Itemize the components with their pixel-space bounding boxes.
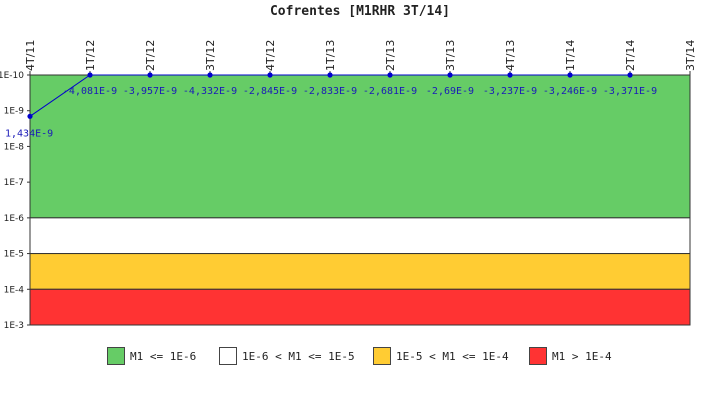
x-tick-label: 3T/14	[684, 40, 697, 71]
data-label: -4,081E-9	[63, 86, 117, 97]
data-point	[27, 113, 33, 119]
x-tick-label: 3T/13	[444, 40, 457, 71]
legend-label: M1 <= 1E-6	[130, 349, 197, 363]
data-point	[207, 72, 213, 78]
data-series	[27, 72, 633, 119]
band-0	[29, 74, 691, 219]
x-tick-label: 4T/13	[504, 40, 517, 71]
x-tick-label: 3T/12	[204, 40, 217, 71]
data-label: -2,845E-9	[243, 86, 297, 97]
data-label: 1,434E-9	[5, 128, 53, 139]
x-tick-label: 2T/14	[624, 40, 637, 71]
y-tick-label: 1E-4	[4, 285, 25, 295]
y-tick-label: 1E-5	[4, 250, 24, 260]
data-label: -2,681E-9	[363, 86, 417, 97]
legend-swatch	[107, 347, 125, 365]
data-point	[87, 72, 93, 78]
risk-bands	[29, 74, 691, 326]
legend-item: 1E-5 < M1 <= 1E-4	[373, 345, 509, 367]
x-tick-label: 2T/13	[384, 40, 397, 71]
data-label: -2,69E-9	[426, 86, 474, 97]
band-2	[29, 253, 691, 290]
data-label: -3,246E-9	[543, 86, 597, 97]
data-labels: 1,434E-9 -4,081E-9 -3,957E-9 -4,332E-9 -2,84…	[5, 86, 657, 139]
legend-label: 1E-5 < M1 <= 1E-4	[396, 349, 509, 363]
legend-label: 1E-6 < M1 <= 1E-5	[242, 349, 355, 363]
band-1	[29, 217, 691, 255]
legend-item: M1 <= 1E-6	[107, 345, 196, 367]
legend-item: 1E-6 < M1 <= 1E-5	[219, 345, 355, 367]
data-point	[387, 72, 393, 78]
x-tick-label: 2T/12	[144, 40, 157, 71]
data-point	[627, 72, 633, 78]
band-3	[29, 288, 691, 326]
y-tick-label: 1E-10	[0, 71, 24, 81]
legend-item: M1 > 1E-4	[529, 345, 612, 367]
legend: M1 <= 1E-6 1E-6 < M1 <= 1E-5 1E-5 < M1 <= …	[0, 345, 720, 367]
chart-title: Cofrentes [M1RHR 3T/14]	[270, 4, 450, 19]
x-tick-label: 1T/14	[564, 40, 577, 71]
legend-swatch	[373, 347, 391, 365]
data-point	[327, 72, 333, 78]
x-tick-label: 4T/12	[264, 40, 277, 71]
y-axis: 1E-10 1E-9 1E-8 1E-7 1E-6 1E-5 1E-4 1E-3	[0, 71, 31, 331]
data-label: -2,833E-9	[303, 86, 357, 97]
data-point	[147, 72, 153, 78]
x-tick-label: 1T/12	[84, 40, 97, 71]
data-label: -4,332E-9	[183, 86, 237, 97]
x-axis: 4T/11 1T/12 2T/12 3T/12 4T/12 1T/13 2T/13 3T/13…	[24, 40, 697, 76]
data-point	[507, 72, 513, 78]
x-tick-label: 1T/13	[324, 40, 337, 71]
x-tick-label: 4T/11	[24, 40, 37, 71]
y-tick-label: 1E-7	[4, 178, 24, 188]
data-label: -3,237E-9	[483, 86, 537, 97]
legend-label: M1 > 1E-4	[552, 349, 612, 363]
data-point	[567, 72, 573, 78]
data-label: -3,957E-9	[123, 86, 177, 97]
y-tick-label: 1E-6	[4, 214, 25, 224]
y-tick-label: 1E-3	[4, 321, 24, 331]
data-label: -3,371E-9	[603, 86, 657, 97]
data-point	[447, 72, 453, 78]
y-tick-label: 1E-8	[4, 142, 25, 152]
legend-swatch	[219, 347, 237, 365]
legend-swatch	[529, 347, 547, 365]
y-tick-label: 1E-9	[4, 107, 25, 117]
data-point	[267, 72, 273, 78]
